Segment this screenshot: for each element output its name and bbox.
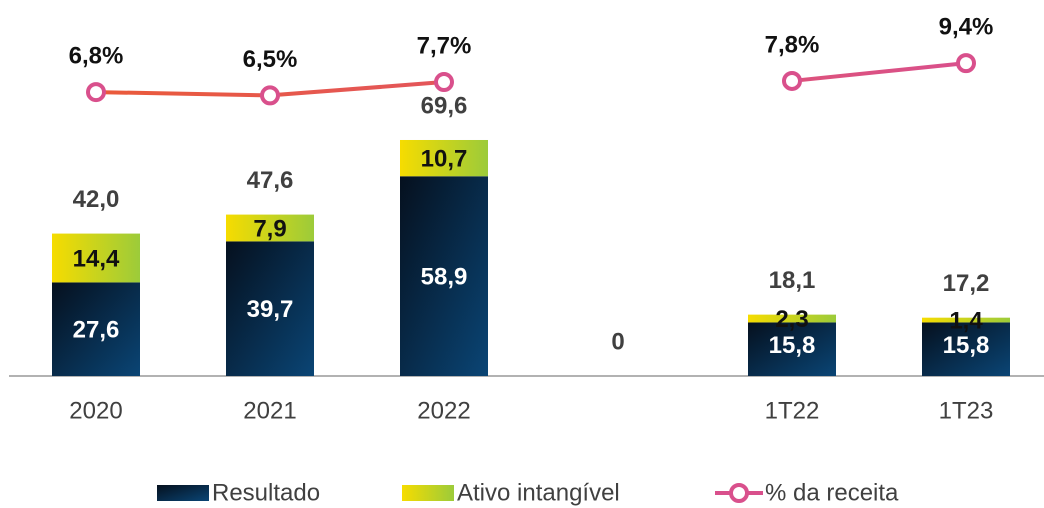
- bar-segment: [400, 176, 488, 376]
- x-tick-label: 1T23: [939, 397, 994, 424]
- line-label: 6,8%: [69, 42, 124, 69]
- line: [95, 61, 967, 98]
- data-label: 10,7: [421, 145, 468, 172]
- x-tick-label: 2022: [417, 397, 470, 424]
- bar-segment: [922, 322, 1010, 376]
- total-label: 69,6: [421, 92, 468, 119]
- total-label: 47,6: [247, 167, 294, 194]
- data-label: 14,4: [73, 245, 120, 272]
- data-label: 39,7: [247, 296, 294, 323]
- legend-label: % da receita: [765, 479, 899, 506]
- total-label: 0: [611, 328, 624, 355]
- x-tick-label: 2021: [243, 397, 296, 424]
- legend-label: Resultado: [212, 479, 320, 506]
- line-label: 7,8%: [765, 31, 820, 58]
- bar-segment: [400, 139, 488, 177]
- bar-segment: [922, 317, 1010, 323]
- line-label: 6,5%: [243, 46, 298, 73]
- data-label: 15,8: [943, 332, 990, 359]
- x-tick-label: 1T22: [765, 397, 820, 424]
- legend-swatch: [402, 485, 454, 501]
- line-marker: [782, 70, 802, 91]
- data-label: 58,9: [421, 263, 468, 290]
- data-label: 15,8: [769, 332, 816, 359]
- total-label: 18,1: [769, 267, 816, 294]
- bar-segment: [52, 282, 140, 376]
- x-tick-label: 2020: [69, 397, 122, 424]
- line-label: 7,7%: [417, 32, 472, 59]
- bar-segment: [748, 314, 836, 323]
- data-label: 2,3: [775, 306, 808, 333]
- total-label: 42,0: [73, 186, 120, 213]
- legend-label: Ativo intangível: [457, 479, 620, 506]
- line-marker: [434, 72, 454, 93]
- legend-swatch: [157, 485, 209, 501]
- line-marker: [260, 85, 280, 106]
- data-label: 1,4: [949, 307, 983, 334]
- line-marker: [956, 53, 976, 74]
- data-label: 27,6: [73, 317, 120, 344]
- bar-segment: [748, 322, 836, 376]
- bar-segment: [226, 214, 314, 242]
- data-label: 7,9: [253, 215, 286, 242]
- legend-marker: [729, 483, 749, 503]
- total-label: 17,2: [943, 270, 990, 297]
- bar-segment: [52, 233, 140, 283]
- line-label: 9,4%: [939, 13, 994, 40]
- line-marker: [86, 82, 106, 103]
- bar-segment: [226, 241, 314, 376]
